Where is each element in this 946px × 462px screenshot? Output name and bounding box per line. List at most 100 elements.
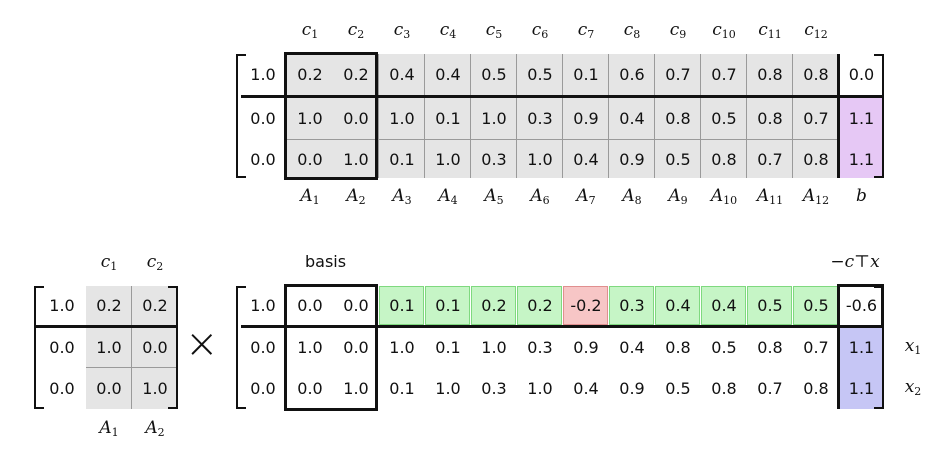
result-cell: 0.3 [619, 296, 645, 315]
top-cell: 0.3 [527, 109, 553, 128]
top-bottom-label: A10 [710, 186, 738, 207]
basis-gray-region [86, 286, 178, 409]
top-cell: 0.0 [297, 150, 323, 169]
top-bottom-label: A1 [300, 186, 320, 207]
top-col-label: c1 [301, 20, 319, 41]
result-basis-label: basis [305, 252, 347, 271]
top-cell: 0.7 [803, 109, 829, 128]
top-col-divider [608, 54, 609, 178]
result-cell: 0.8 [803, 379, 829, 398]
top-bottom-label: A11 [756, 186, 784, 207]
basis-matrix-cell: 0.0 [49, 379, 75, 398]
top-bottom-label: A5 [484, 186, 504, 207]
basis-matrix-cell: 0.0 [142, 338, 168, 357]
result-cell: 0.9 [619, 379, 645, 398]
top-cell: 0.8 [665, 109, 691, 128]
result-cell: 0.3 [481, 379, 507, 398]
result-cell: 0.2 [481, 296, 507, 315]
result-positive-cell-bg [793, 286, 838, 325]
top-col-divider [470, 54, 471, 178]
basis-matrix-cell: 1.0 [142, 379, 168, 398]
top-cell: 0.4 [435, 65, 461, 84]
basis-col-divider [131, 286, 132, 409]
top-cell: 0.4 [389, 65, 415, 84]
top-cell: 1.0 [250, 65, 276, 84]
top-bottom-label: A6 [530, 186, 550, 207]
top-col-label: c6 [531, 20, 549, 41]
basis-row-divider [86, 367, 178, 368]
top-col-label: c9 [669, 20, 687, 41]
result-cell: 0.8 [665, 338, 691, 357]
result-cell: 0.7 [757, 379, 783, 398]
top-bottom-label: A8 [622, 186, 642, 207]
top-col-label: c7 [577, 20, 595, 41]
top-cell: 0.4 [573, 150, 599, 169]
top-b-separator [837, 54, 840, 178]
top-cell: 0.7 [711, 65, 737, 84]
top-col-label: c4 [439, 20, 457, 41]
top-objective-separator [241, 95, 884, 98]
result-cell: 0.4 [665, 296, 691, 315]
top-cell: 0.1 [435, 109, 461, 128]
basis-matrix-cell: 0.2 [96, 296, 122, 315]
top-bottom-label: A3 [392, 186, 412, 207]
result-row-label: x2 [904, 377, 922, 398]
top-col-divider [424, 54, 425, 178]
top-cell: 1.1 [848, 109, 875, 128]
result-positive-cell-bg [471, 286, 516, 325]
top-cell: 0.3 [481, 150, 507, 169]
top-right-bracket [874, 54, 884, 178]
basis-col-label: c1 [100, 252, 118, 273]
result-cell: 1.1 [848, 338, 875, 357]
basis-objective-separator [34, 325, 178, 328]
result-cell: 0.5 [803, 296, 829, 315]
result-cell: 1.1 [848, 379, 875, 398]
top-col-divider [792, 54, 793, 178]
top-col-divider [746, 54, 747, 178]
result-cell: 0.3 [527, 338, 553, 357]
result-rhs-highlight [839, 328, 884, 409]
result-cell: 0.1 [435, 338, 461, 357]
top-cell: 1.1 [848, 150, 875, 169]
result-cell: 0.1 [435, 296, 461, 315]
top-col-label: c3 [393, 20, 411, 41]
result-cell: 1.0 [481, 338, 507, 357]
top-col-divider [562, 54, 563, 178]
top-bottom-label: A9 [668, 186, 688, 207]
result-cell: 1.0 [297, 338, 323, 357]
result-left-bracket [236, 286, 246, 409]
top-cell: 0.9 [573, 109, 599, 128]
top-col-divider [378, 54, 379, 178]
basis-bottom-label: A2 [145, 418, 165, 439]
result-cell: 1.0 [435, 379, 461, 398]
result-objective-separator [241, 325, 884, 328]
top-cell: 0.7 [665, 65, 691, 84]
result-cell: 0.0 [250, 379, 276, 398]
top-col-label: c11 [758, 20, 782, 41]
top-col-label: c10 [712, 20, 736, 41]
result-positive-cell-bg [425, 286, 470, 325]
basis-matrix-cell: 1.0 [96, 338, 122, 357]
result-cell: 0.4 [573, 379, 599, 398]
result-positive-cell-bg [747, 286, 792, 325]
top-cell: 0.8 [757, 109, 783, 128]
top-cell: 0.5 [527, 65, 553, 84]
top-col-label: c8 [623, 20, 641, 41]
top-bottom-label: A4 [438, 186, 458, 207]
top-b-highlight [839, 98, 884, 178]
top-cell: 0.0 [250, 109, 276, 128]
top-cell: 0.2 [297, 65, 323, 84]
result-cell: -0.2 [570, 296, 602, 315]
basis-left-bracket [34, 286, 44, 409]
top-cell: 0.7 [757, 150, 783, 169]
top-col-label: c5 [485, 20, 503, 41]
result-positive-cell-bg [701, 286, 746, 325]
times-symbol: × [185, 321, 219, 367]
result-cell: 0.1 [389, 379, 415, 398]
top-bottom-label: b [856, 186, 867, 206]
top-cell: 0.4 [619, 109, 645, 128]
result-cell: 0.4 [619, 338, 645, 357]
result-positive-cell-bg [517, 286, 562, 325]
result-cell: 0.5 [665, 379, 691, 398]
top-cell: 1.0 [481, 109, 507, 128]
